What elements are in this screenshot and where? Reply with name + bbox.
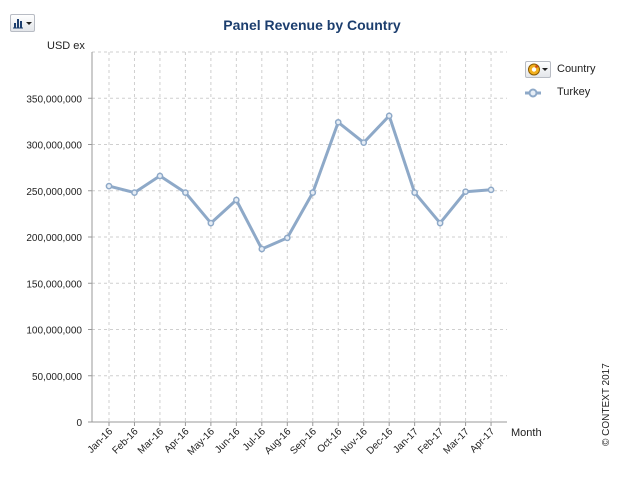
x-tick-label: Nov-16 <box>339 426 370 457</box>
x-tick-label: Mar-17 <box>442 426 472 456</box>
data-point <box>182 189 189 196</box>
y-tick-label: 150,000,000 <box>26 279 82 290</box>
data-point <box>487 186 495 194</box>
x-axis-label: Month <box>511 427 542 439</box>
x-tick-label: Jan-16 <box>86 426 116 456</box>
y-tick-label: 50,000,000 <box>32 372 82 383</box>
palette-icon <box>528 63 548 76</box>
x-tick-labels: Jan-16Feb-16Mar-16Apr-16May-16Jun-16Jul-… <box>86 426 498 458</box>
x-tick-label: Dec-16 <box>365 426 396 457</box>
series-turkey <box>105 112 495 253</box>
y-tick-labels: 0 50,000,000 100,000,000 150,000,000 200,000… <box>26 94 82 429</box>
x-tick-label: Feb-17 <box>416 426 446 456</box>
data-point <box>385 112 393 120</box>
legend-swatch <box>525 88 541 98</box>
x-tick-label: Jun-16 <box>213 426 243 456</box>
y-tick-label: 350,000,000 <box>26 94 82 105</box>
series-line <box>108 114 492 251</box>
x-tick-label: Apr-17 <box>468 426 497 455</box>
data-point <box>334 118 342 126</box>
legend-item-label: Turkey <box>557 86 591 98</box>
y-tick-label: 200,000,000 <box>26 233 82 244</box>
data-point <box>105 182 113 190</box>
data-point <box>258 245 266 253</box>
y-tick-label: 0 <box>76 418 82 429</box>
chart-title: Panel Revenue by Country <box>223 17 401 33</box>
data-point <box>283 234 291 242</box>
data-point <box>156 172 164 180</box>
data-point <box>233 196 240 204</box>
chart-type-button[interactable] <box>10 14 35 32</box>
legend-color-picker-button[interactable] <box>525 61 551 78</box>
x-tick-label: May-16 <box>186 426 218 458</box>
x-tick-label: Aug-16 <box>263 426 294 457</box>
legend-item-turkey[interactable]: Turkey <box>523 86 603 100</box>
x-tick-label: Feb-16 <box>110 426 140 456</box>
axes <box>88 52 507 426</box>
data-point <box>411 189 418 196</box>
data-point <box>131 189 138 196</box>
data-point <box>360 139 368 146</box>
data-point <box>462 188 469 196</box>
y-tick-label: 100,000,000 <box>26 326 82 337</box>
x-tick-label: Mar-16 <box>136 426 166 456</box>
y-axis-label: USD ex <box>47 40 85 52</box>
x-tick-label: Sep-16 <box>288 426 319 457</box>
legend-title: Country <box>557 63 596 75</box>
grid <box>92 51 507 422</box>
data-point <box>436 219 444 227</box>
y-tick-label: 250,000,000 <box>26 187 82 198</box>
y-tick-label: 300,000,000 <box>26 141 82 152</box>
copyright-text: © CONTEXT 2017 <box>601 363 612 446</box>
data-point <box>309 189 317 196</box>
x-tick-label: Jan-17 <box>391 426 421 456</box>
bar-chart-icon <box>13 19 32 29</box>
data-point <box>207 219 215 227</box>
